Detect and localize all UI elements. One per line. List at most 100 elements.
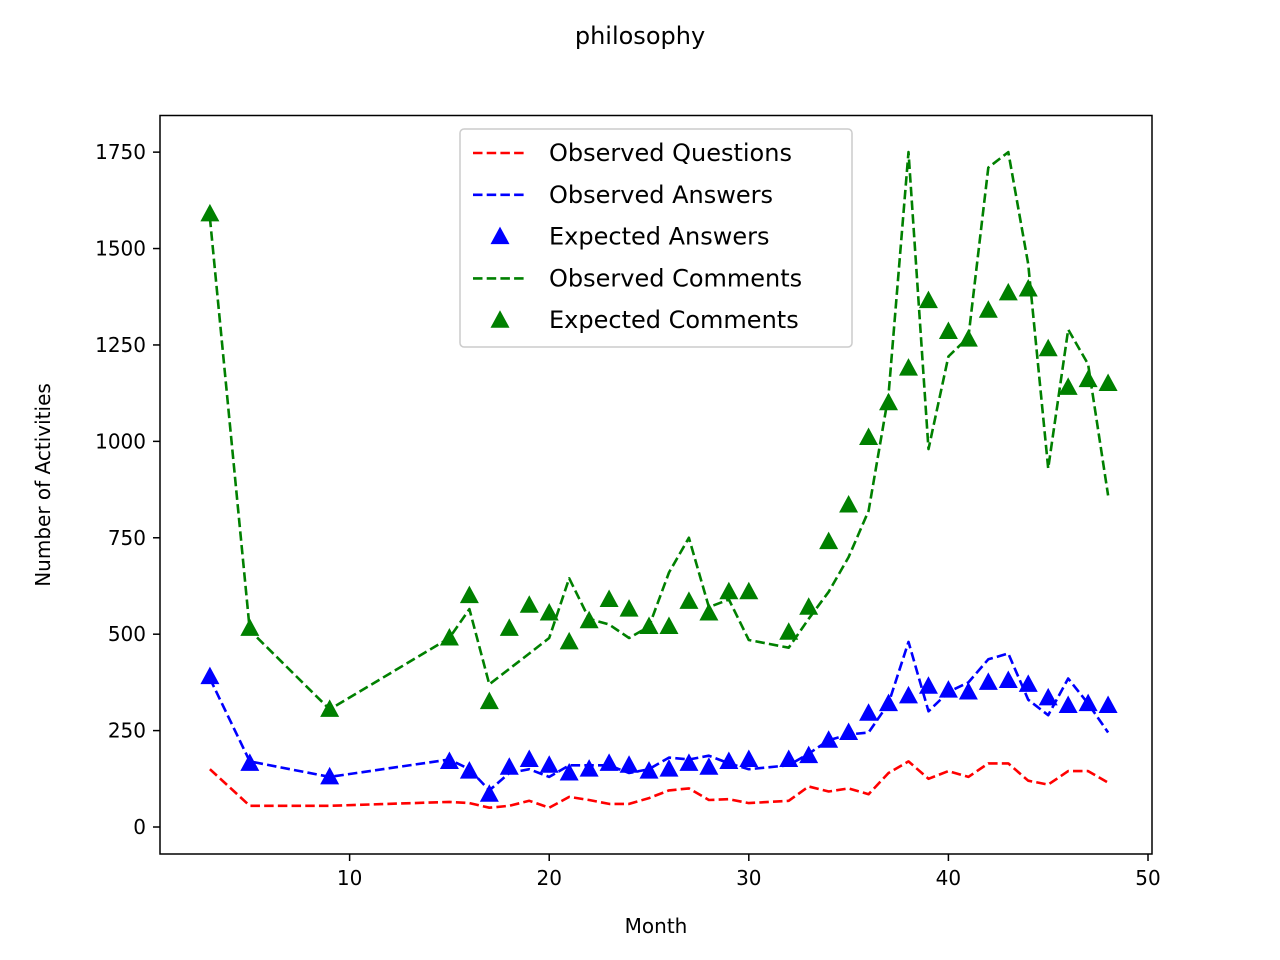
data-point: [599, 753, 619, 771]
data-point: [799, 745, 819, 764]
y-tick-label: 500: [108, 622, 146, 646]
data-point: [679, 591, 699, 609]
data-point: [958, 682, 978, 700]
data-point: [978, 300, 998, 318]
series-expected-answers: [200, 666, 1118, 802]
data-point: [320, 766, 340, 785]
legend-label: Observed Answers: [549, 181, 773, 209]
legend: Observed Questions Observed Answers Expect…: [459, 128, 853, 348]
data-point: [1018, 279, 1038, 297]
series-line: [208, 150, 1110, 711]
series-expected-comments: [200, 203, 1118, 717]
data-point: [879, 392, 899, 411]
data-point: [1078, 369, 1098, 388]
data-point: [619, 599, 639, 617]
data-point: [639, 761, 659, 779]
data-point: [859, 703, 879, 721]
data-point: [799, 597, 819, 615]
x-tick-label: 20: [536, 866, 561, 890]
data-point: [519, 749, 539, 768]
data-point: [1058, 695, 1078, 714]
data-point: [998, 282, 1018, 301]
data-point: [1098, 373, 1118, 392]
data-point: [599, 589, 619, 607]
data-point: [859, 427, 879, 446]
data-point: [938, 680, 958, 698]
data-point: [559, 763, 579, 781]
y-axis: 0 250 500 750 1000 1250 1500 1750: [95, 140, 160, 839]
series-line: [208, 640, 1110, 792]
data-point: [938, 321, 958, 339]
data-point: [699, 757, 719, 775]
legend-box: [459, 128, 853, 348]
data-point: [240, 753, 260, 771]
data-point: [459, 585, 479, 604]
data-point: [958, 329, 978, 347]
y-tick-label: 1500: [95, 237, 146, 261]
plot-frame: [159, 114, 1153, 855]
data-point: [699, 602, 719, 621]
y-tick-label: 0: [133, 815, 146, 839]
x-axis: 10 20 30 40 50: [337, 854, 1161, 890]
legend-swatch-marker: [490, 310, 510, 328]
data-point: [439, 628, 459, 646]
data-point: [719, 751, 739, 769]
data-point: [779, 622, 799, 640]
chart-title: philosophy: [575, 22, 705, 50]
data-point: [1098, 695, 1118, 714]
data-point: [240, 618, 260, 636]
y-axis-label: Number of Activities: [31, 383, 55, 587]
data-point: [579, 610, 599, 629]
data-point: [679, 753, 699, 771]
data-point: [479, 691, 499, 710]
data-point: [1038, 687, 1058, 706]
y-tick-label: 1250: [95, 333, 146, 357]
data-point: [539, 755, 559, 773]
data-point: [479, 784, 499, 802]
series-observed-answers: [208, 640, 1110, 792]
y-tick-label: 750: [108, 526, 146, 550]
data-point: [998, 670, 1018, 688]
x-tick-label: 10: [337, 866, 362, 890]
y-tick-label: 250: [108, 719, 146, 743]
y-tick-label: 1000: [95, 429, 146, 453]
x-tick-label: 40: [936, 866, 961, 890]
data-point: [1078, 693, 1098, 712]
data-point: [879, 693, 899, 712]
data-point: [819, 730, 839, 748]
data-point: [320, 699, 340, 717]
legend-label: Observed Comments: [549, 264, 802, 292]
data-point: [1018, 674, 1038, 692]
data-point: [898, 358, 918, 376]
data-point: [1058, 377, 1078, 395]
data-point: [579, 759, 599, 777]
series-layer: [200, 150, 1118, 810]
data-point: [739, 749, 759, 768]
data-point: [539, 602, 559, 621]
data-point: [918, 290, 938, 309]
data-point: [719, 581, 739, 600]
data-point: [459, 761, 479, 779]
data-point: [519, 595, 539, 613]
data-point: [499, 618, 519, 636]
data-point: [739, 581, 759, 600]
data-point: [779, 749, 799, 768]
data-point: [918, 676, 938, 694]
data-point: [200, 203, 220, 222]
series-line: [209, 760, 1109, 810]
data-point: [639, 616, 659, 634]
data-point: [439, 751, 459, 769]
series-observed-questions: [209, 760, 1109, 810]
x-tick-label: 30: [736, 866, 761, 890]
x-tick-label: 50: [1135, 866, 1160, 890]
data-point: [819, 531, 839, 550]
data-point: [619, 755, 639, 773]
data-point: [200, 666, 220, 685]
data-point: [978, 672, 998, 690]
data-point: [659, 616, 679, 634]
data-point: [559, 631, 579, 650]
legend-swatch-marker: [490, 226, 510, 245]
data-point: [898, 685, 918, 704]
x-axis-label: Month: [625, 914, 688, 938]
